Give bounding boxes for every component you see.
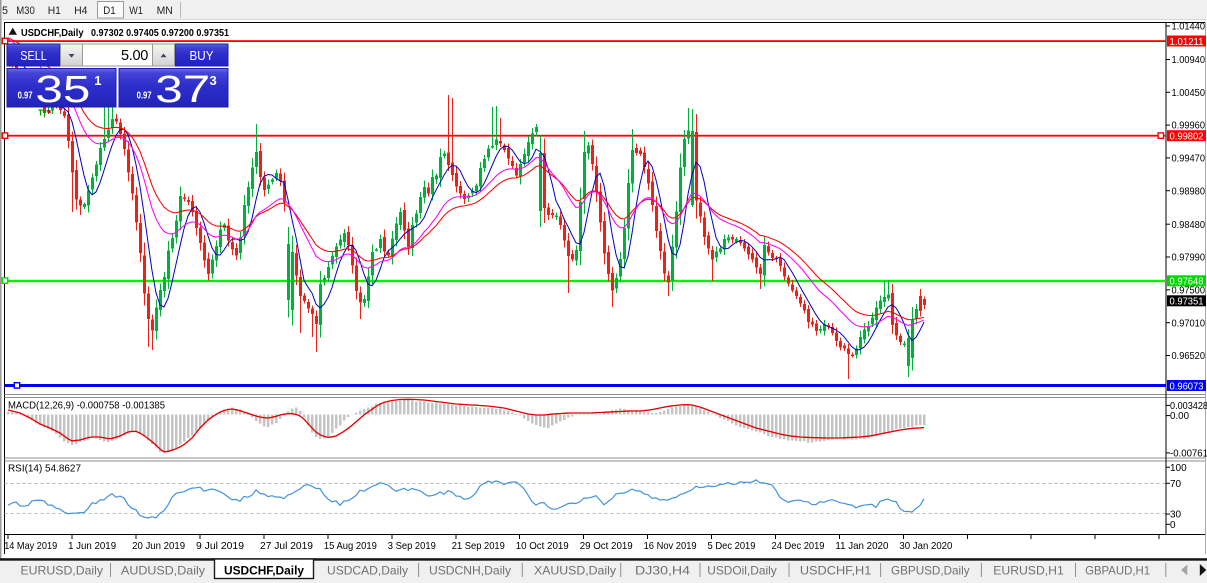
- svg-text:3 Sep 2019: 3 Sep 2019: [388, 540, 436, 552]
- svg-text:5.00: 5.00: [121, 48, 148, 64]
- svg-text:37: 37: [155, 69, 210, 111]
- svg-text:0.96073: 0.96073: [1170, 381, 1204, 392]
- svg-text:0.96520: 0.96520: [1172, 351, 1206, 362]
- svg-text:0.97: 0.97: [18, 89, 33, 101]
- svg-text:16 Nov 2019: 16 Nov 2019: [644, 540, 697, 552]
- svg-text:BUY: BUY: [190, 49, 215, 63]
- svg-text:0.98980: 0.98980: [1172, 186, 1206, 197]
- svg-text:MACD(12,26,9) -0.000758 -0.001: MACD(12,26,9) -0.000758 -0.001385: [8, 400, 165, 412]
- svg-text:MN: MN: [157, 5, 173, 17]
- svg-text:35: 35: [35, 69, 90, 111]
- svg-text:0.97648: 0.97648: [1170, 277, 1204, 288]
- svg-text:USDCHF,H1: USDCHF,H1: [800, 564, 872, 578]
- svg-text:29 Oct 2019: 29 Oct 2019: [580, 540, 633, 552]
- svg-text:27 Jul 2019: 27 Jul 2019: [260, 540, 313, 552]
- svg-text:24 Dec 2019: 24 Dec 2019: [772, 540, 825, 552]
- svg-text:1 Jun 2019: 1 Jun 2019: [68, 540, 116, 552]
- svg-text:0.97351: 0.97351: [1170, 297, 1204, 308]
- svg-text:15 Aug 2019: 15 Aug 2019: [324, 540, 377, 552]
- svg-text:30 Jan 2020: 30 Jan 2020: [899, 540, 952, 552]
- svg-text:SELL: SELL: [20, 49, 47, 63]
- svg-text:0.97500: 0.97500: [1172, 285, 1206, 296]
- svg-text:GBPUSD,Daily: GBPUSD,Daily: [891, 564, 970, 578]
- svg-text:XAUUSD,Daily: XAUUSD,Daily: [534, 564, 616, 578]
- svg-text:EURUSD,Daily: EURUSD,Daily: [21, 564, 104, 578]
- svg-text:USDOil,Daily: USDOil,Daily: [707, 564, 777, 578]
- svg-text:USDCAD,Daily: USDCAD,Daily: [327, 564, 408, 578]
- svg-text:-0.00761: -0.00761: [1170, 449, 1207, 460]
- svg-text:20 Jun 2019: 20 Jun 2019: [132, 540, 185, 552]
- svg-text:0.00: 0.00: [1170, 411, 1189, 422]
- svg-text:USDCHF,Daily: USDCHF,Daily: [21, 27, 84, 39]
- svg-text:0.97: 0.97: [137, 89, 152, 101]
- svg-text:21 Sep 2019: 21 Sep 2019: [452, 540, 505, 552]
- svg-text:1.01211: 1.01211: [1170, 37, 1204, 48]
- svg-text:USDCNH,Daily: USDCNH,Daily: [429, 564, 511, 578]
- svg-text:M30: M30: [16, 5, 35, 17]
- svg-text:1.01440: 1.01440: [1172, 22, 1206, 33]
- svg-text:5 Dec 2019: 5 Dec 2019: [708, 540, 756, 552]
- svg-text:D1: D1: [103, 5, 115, 17]
- svg-text:GBPAUD,H1: GBPAUD,H1: [1085, 564, 1150, 578]
- svg-text:14 May 2019: 14 May 2019: [4, 540, 57, 552]
- svg-text:1.00940: 1.00940: [1172, 55, 1206, 66]
- svg-text:0.99802: 0.99802: [1170, 132, 1204, 143]
- svg-text:DJ30,H4: DJ30,H4: [635, 564, 690, 578]
- svg-text:9 Jul 2019: 9 Jul 2019: [196, 540, 244, 552]
- svg-text:100: 100: [1170, 463, 1187, 474]
- svg-text:0.99960: 0.99960: [1172, 121, 1206, 132]
- svg-text:1: 1: [94, 73, 101, 88]
- svg-text:AUDUSD,Daily: AUDUSD,Daily: [121, 564, 205, 578]
- svg-text:0.97302 0.97405 0.97200 0.9735: 0.97302 0.97405 0.97200 0.97351: [91, 27, 229, 39]
- svg-text:EURUSD,H1: EURUSD,H1: [993, 564, 1064, 578]
- svg-text:0.97990: 0.97990: [1172, 253, 1206, 264]
- svg-text:0: 0: [1170, 520, 1176, 531]
- svg-text:11 Jan 2020: 11 Jan 2020: [835, 540, 888, 552]
- svg-text:3: 3: [210, 73, 217, 88]
- svg-text:USDCHF,Daily: USDCHF,Daily: [224, 564, 304, 578]
- svg-text:H1: H1: [48, 5, 61, 17]
- svg-text:0.97010: 0.97010: [1172, 318, 1206, 329]
- svg-text:W1: W1: [129, 5, 143, 17]
- svg-text:5: 5: [2, 5, 8, 17]
- svg-text:H4: H4: [74, 5, 87, 17]
- svg-text:0.98480: 0.98480: [1172, 220, 1206, 231]
- svg-text:1.00450: 1.00450: [1172, 88, 1206, 99]
- svg-text:70: 70: [1170, 479, 1182, 490]
- svg-text:30: 30: [1170, 510, 1182, 521]
- svg-text:0.003428: 0.003428: [1170, 401, 1207, 412]
- svg-text:RSI(14) 54.8627: RSI(14) 54.8627: [8, 463, 81, 475]
- svg-text:10 Oct 2019: 10 Oct 2019: [516, 540, 569, 552]
- svg-text:0.99470: 0.99470: [1172, 154, 1206, 165]
